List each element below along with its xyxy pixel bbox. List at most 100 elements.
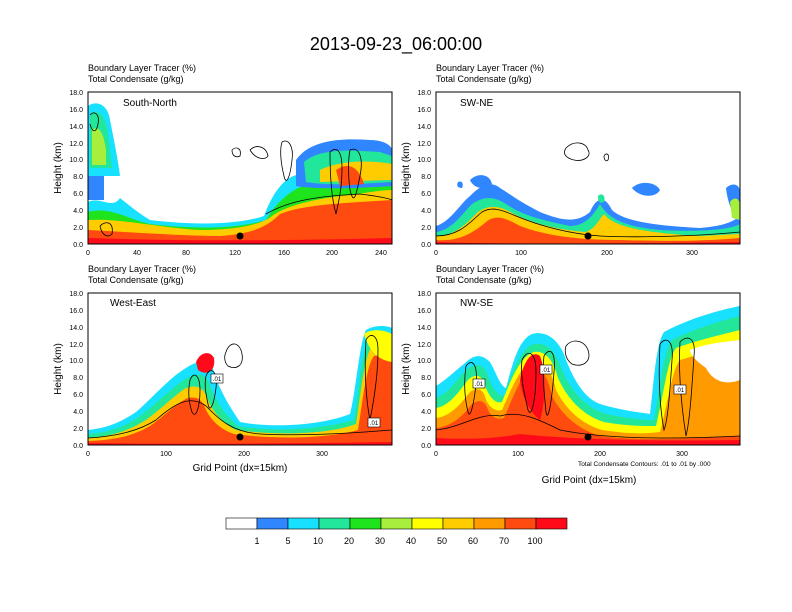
colorbar-swatch	[504, 517, 537, 530]
y-tick-label: 16.0	[69, 308, 83, 315]
x-tick-label: 0	[434, 250, 438, 257]
x-tick-label: 80	[182, 250, 190, 257]
y-tick-label: 2.0	[421, 426, 431, 433]
y-tick-label: 12.0	[417, 342, 431, 349]
colorbar-swatches	[225, 517, 568, 530]
plot-frame	[435, 91, 741, 245]
y-tick-label: 12.0	[69, 141, 83, 148]
y-axis: Height (km) 0.0 2.0 4.0 6.0 8.0 10.0 12.…	[401, 90, 431, 249]
contour-label: .01	[370, 421, 379, 427]
panel-west-east: Boundary Layer Tracer (%) Total Condensa…	[53, 264, 393, 474]
colorbar-swatch	[349, 517, 382, 530]
y-tick-label: 12.0	[417, 141, 431, 148]
y-tick-label: 8.0	[421, 174, 431, 181]
plot-frame	[87, 91, 393, 245]
location-marker	[584, 232, 592, 240]
colorbar-label: 40	[406, 536, 416, 546]
x-axis-label: Grid Point (dx=15km)	[542, 475, 637, 486]
y-tick-label: 0.0	[73, 443, 83, 450]
y-tick-label: 2.0	[73, 225, 83, 232]
y-tick-label: 4.0	[73, 409, 83, 416]
colorbar-label: 30	[375, 536, 385, 546]
x-tick-label: 200	[601, 250, 613, 257]
x-tick-label: 100	[512, 451, 524, 458]
location-marker	[236, 232, 244, 240]
location-marker	[236, 433, 244, 441]
x-tick-label: 0	[86, 250, 90, 257]
x-tick-label: 200	[594, 451, 606, 458]
panel-header-line2: Total Condensate (g/kg)	[436, 275, 532, 285]
panel-header-line2: Total Condensate (g/kg)	[88, 74, 184, 84]
y-tick-label: 14.0	[69, 124, 83, 131]
y-tick-label: 10.0	[69, 157, 83, 164]
colorbar-label: 20	[344, 536, 354, 546]
contour-label: .01	[542, 368, 551, 374]
x-tick-label: 300	[686, 250, 698, 257]
contour-label: .01	[676, 388, 685, 394]
colorbar-swatch	[318, 517, 351, 530]
y-tick-label: 0.0	[421, 443, 431, 450]
panel-label: SW-NE	[460, 98, 493, 109]
y-tick-label: 18.0	[69, 90, 83, 97]
panel-header-line2: Total Condensate (g/kg)	[436, 74, 532, 84]
plot-frame	[435, 292, 741, 446]
y-tick-label: 2.0	[73, 426, 83, 433]
plot-frame	[87, 292, 393, 446]
colorbar-label: 60	[468, 536, 478, 546]
y-tick-label: 2.0	[421, 225, 431, 232]
y-tick-label: 4.0	[73, 208, 83, 215]
colorbar-swatch	[287, 517, 320, 530]
y-tick-label: 14.0	[417, 325, 431, 332]
panel-sw-ne: Boundary Layer Tracer (%) Total Condensa…	[401, 63, 741, 257]
y-tick-label: 14.0	[69, 325, 83, 332]
colorbar-label: 5	[285, 536, 290, 546]
y-tick-label: 4.0	[421, 208, 431, 215]
contour-label: .01	[213, 377, 222, 383]
y-tick-label: 16.0	[417, 308, 431, 315]
y-axis-label: Height (km)	[401, 343, 412, 395]
x-tick-label: 240	[375, 250, 387, 257]
y-tick-label: 18.0	[69, 291, 83, 298]
y-axis: Height (km) 0.0 2.0 4.0 6.0 8.0 10.0 12.…	[401, 291, 431, 450]
location-marker	[584, 433, 592, 441]
colorbar-swatch	[442, 517, 475, 530]
y-axis-label: Height (km)	[53, 343, 64, 395]
colorbar-label: 100	[527, 536, 542, 546]
condensate-contours	[89, 112, 392, 237]
x-tick-label: 0	[434, 451, 438, 458]
contour-label-box: .01	[472, 378, 486, 389]
y-tick-label: 6.0	[421, 191, 431, 198]
x-axis: 0 100 200 300	[434, 451, 688, 458]
contour-label-box: .01	[673, 384, 687, 395]
shaded-field	[88, 92, 392, 244]
y-axis-label: Height (km)	[53, 142, 64, 194]
panel-label: NW-SE	[460, 298, 493, 309]
colorbar-label: 70	[499, 536, 509, 546]
x-axis: 0 100 200 300	[434, 250, 698, 257]
x-tick-label: 100	[160, 451, 172, 458]
x-tick-label: 200	[238, 451, 250, 458]
colorbar-swatch	[225, 517, 258, 530]
colorbar-labels: 1 5 10 20 30 40 50 60 70 100	[254, 536, 542, 546]
y-tick-label: 18.0	[417, 291, 431, 298]
panel-south-north: Boundary Layer Tracer (%) Total Condensa…	[53, 63, 393, 257]
y-tick-label: 10.0	[69, 358, 83, 365]
contour-label-box: .01	[367, 417, 381, 428]
colorbar-swatch	[256, 517, 289, 530]
shaded-field	[436, 92, 740, 244]
colorbar-label: 1	[254, 536, 259, 546]
colorbar-swatch	[473, 517, 506, 530]
condensate-contours	[436, 142, 740, 238]
y-tick-label: 8.0	[73, 375, 83, 382]
contour-label: .01	[475, 382, 484, 388]
y-tick-label: 0.0	[421, 242, 431, 249]
x-tick-label: 0	[86, 451, 90, 458]
y-tick-label: 16.0	[69, 107, 83, 114]
colorbar-swatch	[535, 517, 568, 530]
x-axis: 0 40 80 120 160 200 240	[86, 250, 387, 257]
y-tick-label: 6.0	[73, 191, 83, 198]
x-tick-label: 100	[515, 250, 527, 257]
figure-title: 2013-09-23_06:00:00	[310, 34, 482, 55]
shaded-field	[88, 293, 392, 445]
